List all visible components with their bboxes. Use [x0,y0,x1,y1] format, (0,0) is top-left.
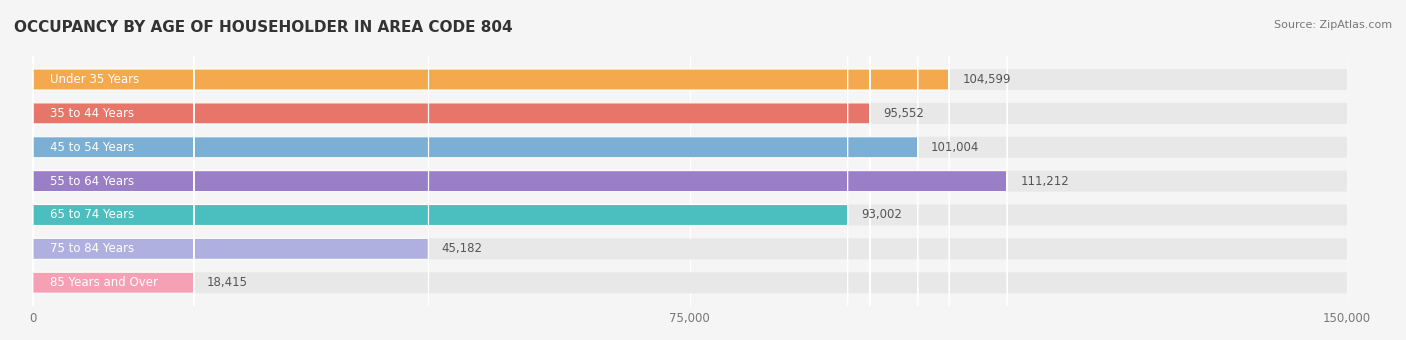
Text: 55 to 64 Years: 55 to 64 Years [51,175,134,188]
FancyBboxPatch shape [32,0,949,340]
Text: 101,004: 101,004 [931,141,980,154]
Text: 93,002: 93,002 [860,208,901,221]
Text: 104,599: 104,599 [963,73,1011,86]
FancyBboxPatch shape [32,0,1347,340]
Text: Under 35 Years: Under 35 Years [51,73,139,86]
Text: OCCUPANCY BY AGE OF HOUSEHOLDER IN AREA CODE 804: OCCUPANCY BY AGE OF HOUSEHOLDER IN AREA … [14,20,513,35]
Text: 75 to 84 Years: 75 to 84 Years [51,242,134,255]
FancyBboxPatch shape [32,0,1347,340]
Text: 65 to 74 Years: 65 to 74 Years [51,208,135,221]
FancyBboxPatch shape [32,0,1007,340]
FancyBboxPatch shape [32,0,1347,340]
Text: 45,182: 45,182 [441,242,482,255]
Text: 95,552: 95,552 [883,107,924,120]
Text: 18,415: 18,415 [207,276,247,289]
Text: 111,212: 111,212 [1021,175,1069,188]
FancyBboxPatch shape [32,0,918,340]
Text: 85 Years and Over: 85 Years and Over [51,276,157,289]
FancyBboxPatch shape [32,0,194,340]
Text: 35 to 44 Years: 35 to 44 Years [51,107,134,120]
FancyBboxPatch shape [32,0,1347,340]
Text: Source: ZipAtlas.com: Source: ZipAtlas.com [1274,20,1392,30]
FancyBboxPatch shape [32,0,870,340]
FancyBboxPatch shape [32,0,848,340]
FancyBboxPatch shape [32,0,1347,340]
FancyBboxPatch shape [32,0,429,340]
FancyBboxPatch shape [32,0,1347,340]
FancyBboxPatch shape [32,0,1347,340]
Text: 45 to 54 Years: 45 to 54 Years [51,141,134,154]
